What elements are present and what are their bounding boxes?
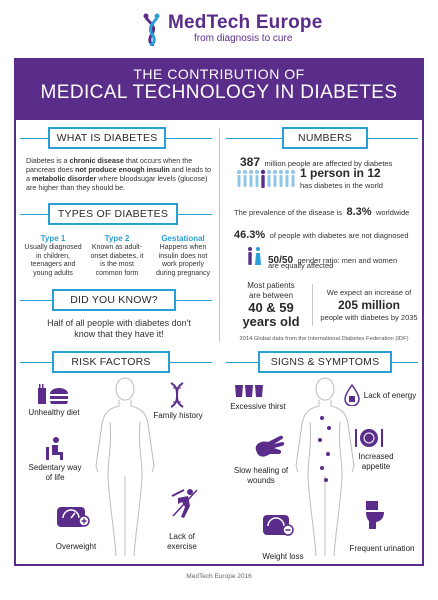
type-1-desc: Usually diagnosed in children, teenagers… <box>24 244 82 277</box>
sign-weight-loss: Weight loss <box>262 552 304 561</box>
number-one-in-12: 1 person in 12 <box>300 166 381 180</box>
know-heading: DID YOU KNOW? <box>52 289 176 311</box>
numbers-source: 2014 Global data from the International … <box>239 336 409 342</box>
sitting-person-icon <box>46 437 63 460</box>
increase-value: 205 million <box>337 298 401 312</box>
logo-name: MedTech Europe <box>168 12 323 33</box>
number-gender: 50/50 gender ratio: men and women <box>268 250 397 268</box>
gender-text2: are equally affected <box>268 261 334 270</box>
know-text: Half of all people with diabetes don't k… <box>47 318 191 339</box>
type-1-title: Type 1 <box>40 234 66 243</box>
battery-drop-icon <box>344 384 360 406</box>
sign-slow-healing: Slow healing of wounds <box>233 466 289 485</box>
numbers-heading: NUMBERS <box>282 127 368 149</box>
risk-family-history: Family history <box>153 411 203 420</box>
type-2-desc: Known as adult-onset diabetes, it is the… <box>90 244 144 277</box>
what-text: Diabetes is a chronic disease that occur… <box>26 156 211 192</box>
toilet-icon <box>366 501 384 529</box>
plate-cutlery-icon <box>355 429 383 447</box>
exercise-icon <box>171 489 198 518</box>
age-range: 40 & 59 <box>248 300 294 315</box>
footer-credit: MedTech Europe 2016 <box>186 573 252 580</box>
age-value: 40 & 59 years old <box>232 301 310 329</box>
increase-line1: We expect an increase of <box>326 288 412 297</box>
type-2-title: Type 2 <box>104 234 130 243</box>
sign-excessive-thirst: Excessive thirst <box>230 402 286 411</box>
content-frame <box>14 58 424 566</box>
number-one-in-12-text: has diabetes in the world <box>300 181 383 190</box>
number-prevalence: The prevalence of the disease is 8.3% wo… <box>234 202 424 220</box>
types-heading: TYPES OF DIABETES <box>48 203 178 225</box>
medtech-logo-icon <box>143 13 160 46</box>
dna-icon <box>170 382 184 408</box>
age-line1: Most patients <box>247 281 295 290</box>
sign-increased-appetite: Increased appetite <box>358 452 394 471</box>
risk-sedentary: Sedentary way of life <box>28 463 82 482</box>
type-gestational-title: Gestational <box>161 234 205 243</box>
signs-heading: SIGNS & SYMPTOMS <box>258 351 392 373</box>
undiagnosed-value: 46.3% <box>234 229 266 241</box>
number-387-text: million people are affected by diabetes <box>264 159 393 168</box>
risk-lack-of-exercise: Lack of exercise <box>167 532 197 551</box>
prevalence-pre: The prevalence of the disease is <box>234 208 342 217</box>
header-logo-area: MedTech Europe from diagnosis to cure <box>0 0 438 56</box>
logo-tagline: from diagnosis to cure <box>194 33 293 44</box>
column-divider <box>219 128 220 342</box>
sign-lack-of-energy: Lack of energy <box>363 391 417 400</box>
undiagnosed-text: of people with diabetes are not diagnose… <box>269 231 409 240</box>
gender-value: 50/50 <box>268 255 294 266</box>
number-undiagnosed: 46.3% of people with diabetes are not di… <box>234 225 424 243</box>
what-heading: WHAT IS DIABETES <box>48 127 166 149</box>
numbers-inner-divider <box>312 284 313 326</box>
hand-icon <box>255 435 285 457</box>
increase-line2: people with diabetes by 2035 <box>320 313 418 322</box>
number-387: 387 million people are affected by diabe… <box>240 153 420 171</box>
number-387-value: 387 <box>240 155 261 169</box>
female-body-outline-left <box>95 377 155 557</box>
age-unit: years old <box>242 314 300 329</box>
banner-title-line2: MEDICAL TECHNOLOGY IN DIABETES <box>40 82 398 103</box>
risk-unhealthy-diet: Unhealthy diet <box>28 408 80 417</box>
risk-heading: RISK FACTORS <box>52 351 170 373</box>
female-body-outline-right <box>295 377 355 557</box>
prevalence-post: worldwide <box>375 208 410 217</box>
scale-weight-loss-icon <box>263 515 294 536</box>
gender-text1: gender ratio: men and women <box>297 256 398 265</box>
risk-overweight: Overweight <box>55 542 97 551</box>
prevalence-value: 8.3% <box>346 206 372 218</box>
title-banner <box>14 58 424 120</box>
banner-title-line1: THE CONTRIBUTION OF <box>133 66 305 82</box>
type-gestational-desc: Happens when insulin does not work prope… <box>155 244 211 277</box>
people-row-icon <box>237 169 295 188</box>
age-label: Most patients are between <box>232 281 310 300</box>
glasses-icon <box>235 385 263 397</box>
scale-icon <box>57 507 90 527</box>
sign-frequent-urination: Frequent urination <box>349 544 415 553</box>
fast-food-icon <box>38 384 68 404</box>
age-line2: are between <box>248 290 294 300</box>
man-woman-icon <box>248 247 261 265</box>
